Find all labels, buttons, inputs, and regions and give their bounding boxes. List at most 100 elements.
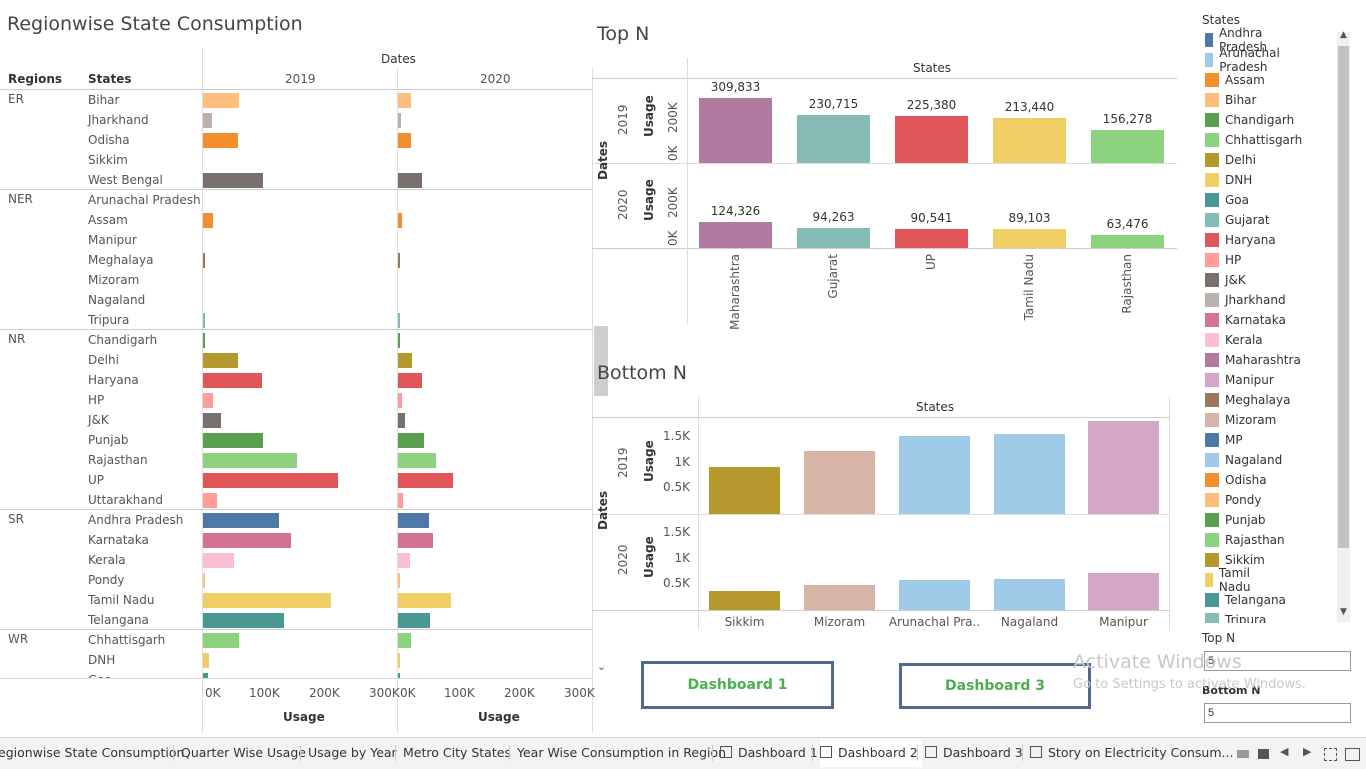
legend-item[interactable]: Meghalaya <box>1205 390 1290 410</box>
dashboard-1-button[interactable]: Dashboard 1 <box>641 661 834 709</box>
legend-item[interactable]: Tamil Nadu <box>1205 566 1257 594</box>
legend-item[interactable]: Maharashtra <box>1205 350 1301 370</box>
legend-item[interactable]: MP <box>1205 430 1243 450</box>
dashboard-3-button[interactable]: Dashboard 3 <box>899 663 1091 709</box>
bar-2020[interactable] <box>398 393 403 408</box>
bar-2019[interactable] <box>203 673 208 678</box>
bottomn-bar-2020[interactable] <box>804 585 875 610</box>
topn-bar-2020[interactable] <box>993 229 1066 248</box>
legend-item[interactable]: Goa <box>1205 190 1249 210</box>
bottomn-bar-2020[interactable] <box>899 579 970 610</box>
table-row[interactable]: Meghalaya <box>0 250 593 270</box>
bar-2020[interactable] <box>398 493 404 508</box>
legend-item[interactable]: Punjab <box>1205 510 1266 530</box>
bar-2020[interactable] <box>398 313 400 328</box>
legend-item[interactable]: Delhi <box>1205 150 1256 170</box>
bar-2019[interactable] <box>203 93 239 108</box>
legend-item[interactable]: HP <box>1205 250 1241 270</box>
bar-2020[interactable] <box>398 333 400 348</box>
table-row[interactable]: Karnataka <box>0 530 593 550</box>
bar-2019[interactable] <box>203 333 205 348</box>
table-row[interactable]: Telangana <box>0 610 593 630</box>
bar-2019[interactable] <box>203 113 212 128</box>
legend-item[interactable]: Chandigarh <box>1205 110 1294 130</box>
present-mode-icon[interactable] <box>1345 748 1360 761</box>
topn-bar-2020[interactable] <box>1091 234 1164 248</box>
fullscreen-icon[interactable] <box>1324 748 1337 761</box>
topn-bar-2019[interactable] <box>699 97 772 163</box>
table-row[interactable]: Manipur <box>0 230 593 250</box>
bar-2019[interactable] <box>203 493 218 508</box>
tab-2[interactable]: Quarter Wise Usage <box>181 739 306 767</box>
table-row[interactable]: Bihar <box>0 90 593 110</box>
legend-item[interactable]: Telangana <box>1205 590 1286 610</box>
tab-1[interactable]: egionwise State Consumption <box>0 739 184 767</box>
legend-item[interactable]: Sikkim <box>1205 550 1265 570</box>
legend-item[interactable]: Gujarat <box>1205 210 1270 230</box>
table-row[interactable]: DNH <box>0 650 593 670</box>
table-row[interactable]: Haryana <box>0 370 593 390</box>
legend-scroll-down-icon[interactable]: ▼ <box>1340 607 1347 617</box>
bar-2019[interactable] <box>203 133 238 148</box>
table-row[interactable]: Arunachal Pradesh <box>0 190 593 210</box>
bar-2020[interactable] <box>398 433 424 448</box>
topn-bar-2019[interactable] <box>993 118 1066 163</box>
left-scrollbar-thumb[interactable] <box>594 326 608 396</box>
bottomn-bar-2020[interactable] <box>1088 572 1159 610</box>
legend-item[interactable]: Kerala <box>1205 330 1263 350</box>
table-row[interactable]: Assam <box>0 210 593 230</box>
table-row[interactable]: Tamil Nadu <box>0 590 593 610</box>
legend-item[interactable]: DNH <box>1205 170 1252 190</box>
bar-2020[interactable] <box>398 613 430 628</box>
bar-2020[interactable] <box>398 653 401 668</box>
topn-bar-2020[interactable] <box>699 221 772 248</box>
bar-2020[interactable] <box>398 373 422 388</box>
bar-2019[interactable] <box>203 373 262 388</box>
bar-2019[interactable] <box>203 573 206 588</box>
bar-2019[interactable] <box>203 353 238 368</box>
topn-bar-2020[interactable] <box>895 228 968 248</box>
bar-2020[interactable] <box>398 593 452 608</box>
bar-2020[interactable] <box>398 133 412 148</box>
bar-2019[interactable] <box>203 313 205 328</box>
bottomn-bar-2019[interactable] <box>804 451 875 514</box>
table-row[interactable]: Kerala <box>0 550 593 570</box>
bar-2019[interactable] <box>203 433 263 448</box>
legend-scroll-up-icon[interactable]: ▲ <box>1340 30 1347 40</box>
bottomn-bar-2019[interactable] <box>899 436 970 514</box>
top-n-input[interactable] <box>1204 651 1351 671</box>
table-row[interactable]: J&K <box>0 410 593 430</box>
tab-4[interactable]: Metro City States <box>403 739 511 767</box>
bar-2019[interactable] <box>203 613 284 628</box>
legend-item[interactable]: Haryana <box>1205 230 1276 250</box>
bar-2020[interactable] <box>398 93 412 108</box>
tab-3[interactable]: Usage by Year <box>308 739 397 767</box>
legend-item[interactable]: Rajasthan <box>1205 530 1285 550</box>
bottomn-bar-2019[interactable] <box>709 467 780 514</box>
table-row[interactable]: Tripura <box>0 310 593 330</box>
bar-2019[interactable] <box>203 473 338 488</box>
bar-2020[interactable] <box>398 633 412 648</box>
bar-2020[interactable] <box>398 253 400 268</box>
bar-2020[interactable] <box>398 353 413 368</box>
bar-2020[interactable] <box>398 173 422 188</box>
tab-next-icon[interactable]: ▶ <box>1303 745 1312 758</box>
topn-bar-2019[interactable] <box>895 115 968 163</box>
table-row[interactable]: Mizoram <box>0 270 593 290</box>
tab-8[interactable]: Dashboard 3 <box>925 739 1023 767</box>
table-row[interactable]: Chhattisgarh <box>0 630 593 650</box>
legend-scrollbar-thumb[interactable] <box>1338 46 1349 548</box>
table-row[interactable]: Andhra Pradesh <box>0 510 593 530</box>
bar-2020[interactable] <box>398 553 410 568</box>
bar-2019[interactable] <box>203 513 280 528</box>
table-row[interactable]: Odisha <box>0 130 593 150</box>
table-row[interactable]: Sikkim <box>0 150 593 170</box>
legend-item[interactable]: Nagaland <box>1205 450 1282 470</box>
bottomn-bar-2020[interactable] <box>994 579 1065 610</box>
bar-2020[interactable] <box>398 573 400 588</box>
bar-2020[interactable] <box>398 513 430 528</box>
legend-item[interactable]: Manipur <box>1205 370 1274 390</box>
table-row[interactable]: Pondy <box>0 570 593 590</box>
bar-2019[interactable] <box>203 253 205 268</box>
bar-2020[interactable] <box>398 473 453 488</box>
